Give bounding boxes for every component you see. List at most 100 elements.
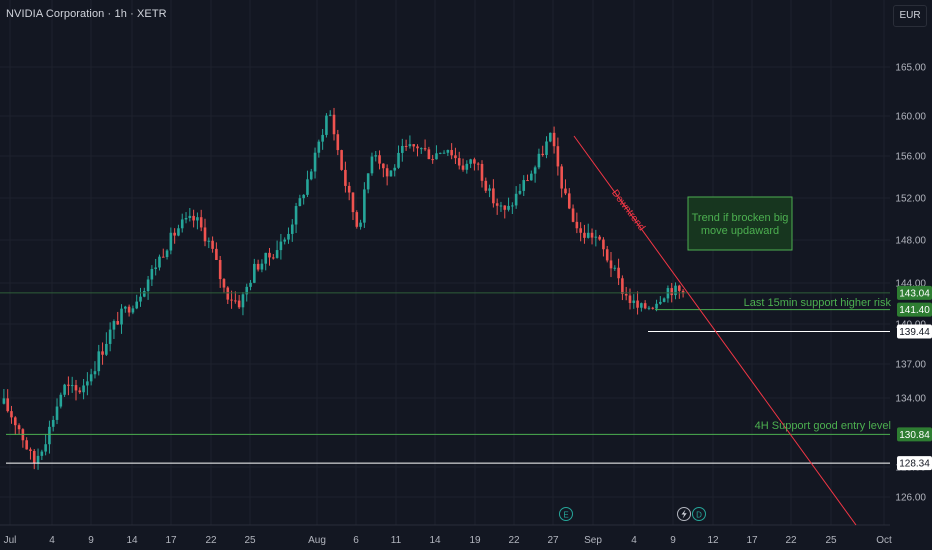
candle-body bbox=[598, 236, 601, 240]
time-tick-label[interactable]: 11 bbox=[391, 535, 402, 546]
candle-body bbox=[203, 227, 207, 242]
candle-body bbox=[55, 406, 59, 420]
price-badge-label: 128.34 bbox=[899, 459, 930, 470]
candle-body bbox=[632, 300, 636, 303]
candle-body bbox=[336, 134, 340, 151]
time-tick-label[interactable]: 25 bbox=[244, 535, 256, 546]
candle-body bbox=[537, 153, 541, 168]
price-badge bbox=[897, 285, 932, 300]
candle-body bbox=[325, 115, 328, 135]
candle-body bbox=[518, 190, 522, 194]
candle-body bbox=[127, 306, 131, 313]
price-tick-label[interactable]: 144.00 bbox=[895, 279, 926, 290]
time-tick-label[interactable]: 12 bbox=[707, 535, 719, 546]
trendline[interactable] bbox=[573, 135, 857, 526]
time-tick-label[interactable]: 22 bbox=[785, 535, 797, 546]
price-tick-label[interactable]: 165.00 bbox=[895, 63, 926, 74]
candle-body bbox=[226, 287, 230, 300]
candle-body bbox=[180, 219, 184, 229]
candle-body bbox=[488, 188, 491, 191]
candle-body bbox=[268, 252, 271, 258]
candle-body bbox=[590, 232, 594, 238]
candle-body bbox=[545, 141, 548, 155]
time-tick-label[interactable]: 19 bbox=[469, 535, 481, 546]
candle-body bbox=[142, 291, 146, 297]
candle-body bbox=[659, 301, 662, 304]
candle-body bbox=[222, 279, 226, 288]
candle-body bbox=[583, 232, 586, 238]
candle-body bbox=[188, 215, 192, 218]
candle-body bbox=[241, 294, 245, 308]
candles bbox=[2, 107, 685, 470]
time-tick-label[interactable]: 17 bbox=[165, 535, 177, 546]
price-tick-label[interactable]: 137.00 bbox=[895, 360, 926, 371]
currency-button[interactable]: EUR bbox=[893, 5, 927, 27]
time-tick-label[interactable]: 17 bbox=[746, 535, 758, 546]
price-tick-label[interactable]: 148.00 bbox=[895, 236, 926, 247]
candle-body bbox=[17, 425, 21, 430]
time-tick-label[interactable]: 9 bbox=[88, 535, 94, 546]
candle-body bbox=[48, 426, 51, 445]
candle-body bbox=[484, 180, 488, 191]
candle-body bbox=[363, 189, 366, 223]
candle-body bbox=[25, 440, 28, 450]
price-tick-label[interactable]: 160.00 bbox=[895, 112, 926, 123]
time-axis[interactable]: Jul 4 9 14 17 22 25 Aug 6 11 14 19 22 27 Sep 4 9 12 17 22 25… bbox=[4, 535, 892, 546]
candle-body bbox=[548, 132, 552, 142]
price-tick-label[interactable]: 156.00 bbox=[895, 152, 926, 163]
price-tick-label[interactable]: 152.00 bbox=[895, 194, 926, 205]
time-tick-label[interactable]: 6 bbox=[353, 535, 359, 546]
candle-body bbox=[165, 250, 169, 258]
price-badge bbox=[897, 456, 932, 471]
price-tick-label[interactable]: 134.00 bbox=[895, 394, 926, 405]
event-marker-label: D bbox=[696, 511, 702, 520]
candle-body bbox=[340, 150, 343, 170]
candle-body bbox=[74, 385, 78, 391]
price-badge-label: 143.04 bbox=[899, 288, 930, 299]
time-tick-label[interactable]: 25 bbox=[825, 535, 837, 546]
candle-body bbox=[643, 303, 647, 309]
event-marker[interactable] bbox=[559, 507, 573, 521]
candle-body bbox=[215, 248, 218, 261]
annotation-box-text: Trend if brocken big bbox=[692, 212, 789, 224]
candle-body bbox=[351, 192, 355, 213]
candle-body bbox=[495, 203, 499, 206]
candle-body bbox=[401, 145, 404, 153]
candle-body bbox=[29, 449, 32, 451]
time-tick-label[interactable]: Sep bbox=[584, 535, 602, 546]
candle-body bbox=[290, 224, 294, 234]
time-tick-label[interactable]: Jul bbox=[4, 535, 17, 546]
grid bbox=[0, 0, 890, 526]
time-tick-label[interactable]: 14 bbox=[126, 535, 138, 546]
time-tick-label[interactable]: 22 bbox=[508, 535, 520, 546]
time-tick-label[interactable]: 14 bbox=[429, 535, 441, 546]
candle-body bbox=[313, 152, 317, 172]
time-tick-label[interactable]: 4 bbox=[49, 535, 55, 546]
candle-body bbox=[328, 114, 332, 116]
time-tick-label[interactable]: 4 bbox=[631, 535, 637, 546]
candle-body bbox=[317, 141, 321, 153]
candle-body bbox=[647, 307, 651, 309]
event-marker[interactable] bbox=[692, 507, 706, 521]
candle-body bbox=[347, 185, 351, 193]
candle-body bbox=[552, 132, 556, 147]
support-levels[interactable] bbox=[0, 292, 890, 464]
price-badge bbox=[897, 302, 932, 317]
time-tick-label[interactable]: Oct bbox=[876, 535, 892, 546]
candle-body bbox=[294, 206, 298, 225]
time-tick-label[interactable]: 27 bbox=[547, 535, 559, 546]
time-tick-label[interactable]: Aug bbox=[308, 535, 326, 546]
candle-body bbox=[150, 268, 154, 280]
time-tick-label[interactable]: 22 bbox=[205, 535, 217, 546]
price-tick-label[interactable]: 126.00 bbox=[895, 493, 926, 504]
candle-body bbox=[594, 236, 598, 238]
candle-body bbox=[158, 256, 161, 268]
candle-body bbox=[245, 286, 249, 295]
time-tick-label[interactable]: 9 bbox=[670, 535, 676, 546]
candle-body bbox=[511, 205, 514, 207]
candle-body bbox=[651, 307, 655, 309]
